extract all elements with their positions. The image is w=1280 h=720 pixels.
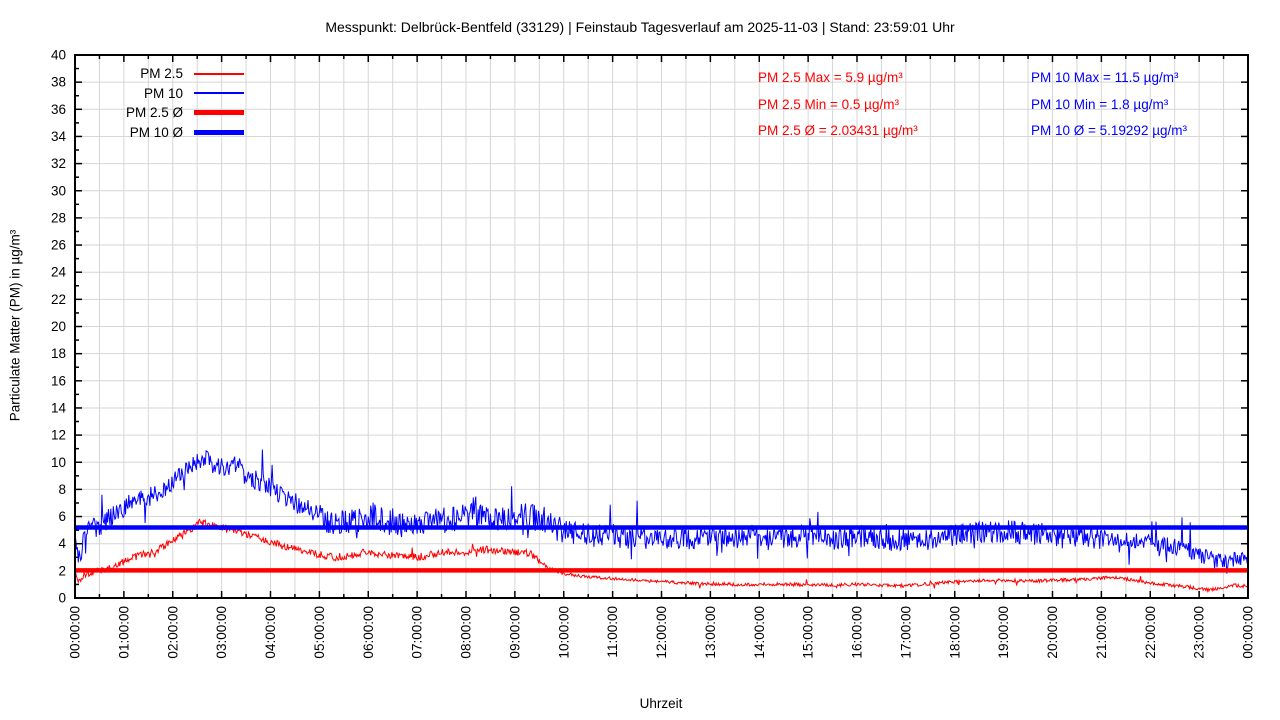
y-tick-label: 12 xyxy=(51,428,66,443)
x-tick-label: 19:00:00 xyxy=(996,606,1011,659)
y-tick-label: 4 xyxy=(58,536,66,551)
stats-pm25-avg: PM 2.5 Ø = 2.03431 µg/m³ xyxy=(758,123,918,138)
legend-line-sample-pm25-avg xyxy=(194,110,244,116)
y-tick-label: 2 xyxy=(58,563,66,578)
x-tick-label: 13:00:00 xyxy=(703,606,718,659)
x-tick-label: 04:00:00 xyxy=(263,606,278,659)
y-tick-label: 20 xyxy=(51,319,66,334)
x-tick-label: 00:00:00 xyxy=(68,606,83,659)
x-tick-label: 07:00:00 xyxy=(410,606,425,659)
x-tick-label: 15:00:00 xyxy=(801,606,816,659)
x-tick-label: 23:00:00 xyxy=(1192,606,1207,659)
x-tick-label: 17:00:00 xyxy=(898,606,913,659)
y-tick-label: 32 xyxy=(51,156,66,171)
chart-legend: PM 2.5 PM 10 PM 2.5 Ø PM 10 Ø xyxy=(70,64,244,142)
legend-label-pm10-avg: PM 10 Ø xyxy=(129,124,183,140)
y-tick-label: 22 xyxy=(51,292,66,307)
x-tick-label: 06:00:00 xyxy=(361,606,376,659)
x-tick-label: 14:00:00 xyxy=(752,606,767,659)
plot-border xyxy=(74,54,1249,599)
x-tick-label: 22:00:00 xyxy=(1143,606,1158,659)
legend-label-pm25-avg: PM 2.5 Ø xyxy=(125,105,183,121)
y-tick-label: 24 xyxy=(51,265,67,280)
y-tick-label: 26 xyxy=(51,238,66,253)
x-tick-label: 10:00:00 xyxy=(556,606,571,659)
stats-pm25-max: PM 2.5 Max = 5.9 µg/m³ xyxy=(758,70,903,85)
y-tick-label: 6 xyxy=(58,509,66,524)
legend-label-pm10: PM 10 xyxy=(143,85,183,101)
stats-pm10-min: PM 10 Min = 1.8 µg/m³ xyxy=(1031,96,1169,112)
y-tick-label: 14 xyxy=(51,400,67,415)
x-tick-label: 11:00:00 xyxy=(605,606,620,658)
legend-label-pm25: PM 2.5 xyxy=(140,66,183,82)
y-tick-label: 10 xyxy=(51,455,66,470)
y-axis-label: Particulate Matter (PM) in µg/m³ xyxy=(7,229,23,422)
y-tick-label: 16 xyxy=(51,373,66,388)
x-tick-label: 21:00:00 xyxy=(1094,606,1109,659)
stats-pm25: PM 2.5 Max = 5.9 µg/m³ PM 2.5 Min = 0.5 … xyxy=(758,65,918,145)
y-tick-label: 36 xyxy=(51,102,66,117)
legend-line-sample-pm10 xyxy=(194,92,244,95)
x-tick-label: 08:00:00 xyxy=(459,606,474,659)
x-tick-label: 20:00:00 xyxy=(1045,606,1060,659)
legend-line-sample-pm25 xyxy=(194,72,244,75)
x-tick-label: 00:00:00 xyxy=(1241,606,1256,659)
stats-pm10: PM 10 Max = 11.5 µg/m³ PM 10 Min = 1.8 µ… xyxy=(1031,65,1187,145)
x-tick-label: 01:00:00 xyxy=(116,606,131,659)
stats-pm25-min: PM 2.5 Min = 0.5 µg/m³ xyxy=(758,96,899,112)
y-tick-label: 28 xyxy=(51,210,66,225)
x-tick-label: 02:00:00 xyxy=(165,606,180,659)
x-tick-label: 16:00:00 xyxy=(850,606,865,659)
x-tick-label: 03:00:00 xyxy=(214,606,229,659)
x-tick-label: 12:00:00 xyxy=(654,606,669,659)
x-tick-label: 18:00:00 xyxy=(947,606,962,659)
x-tick-label: 05:00:00 xyxy=(312,606,327,659)
y-tick-label: 18 xyxy=(51,346,66,361)
y-tick-label: 8 xyxy=(58,482,66,497)
y-tick-label: 40 xyxy=(51,48,66,63)
x-tick-label: 09:00:00 xyxy=(507,606,522,659)
legend-line-sample-pm10-avg xyxy=(194,129,244,135)
x-axis-label: Uhrzeit xyxy=(639,696,683,711)
chart-title: Messpunkt: Delbrück-Bentfeld (33129) | F… xyxy=(325,19,955,35)
y-tick-label: 0 xyxy=(58,591,66,606)
series-line-pm-2-5 xyxy=(74,518,1249,593)
y-tick-label: 30 xyxy=(51,183,66,198)
stats-pm10-avg: PM 10 Ø = 5.19292 µg/m³ xyxy=(1031,123,1187,138)
y-tick-label: 34 xyxy=(51,129,67,144)
legend-item-pm25-avg: PM 2.5 Ø xyxy=(70,103,244,123)
y-tick-label: 38 xyxy=(51,75,66,90)
stats-pm10-max: PM 10 Max = 11.5 µg/m³ xyxy=(1031,70,1179,85)
legend-item-pm10-avg: PM 10 Ø xyxy=(70,123,244,143)
legend-item-pm10: PM 10 xyxy=(70,84,244,104)
legend-item-pm25: PM 2.5 xyxy=(70,64,244,84)
